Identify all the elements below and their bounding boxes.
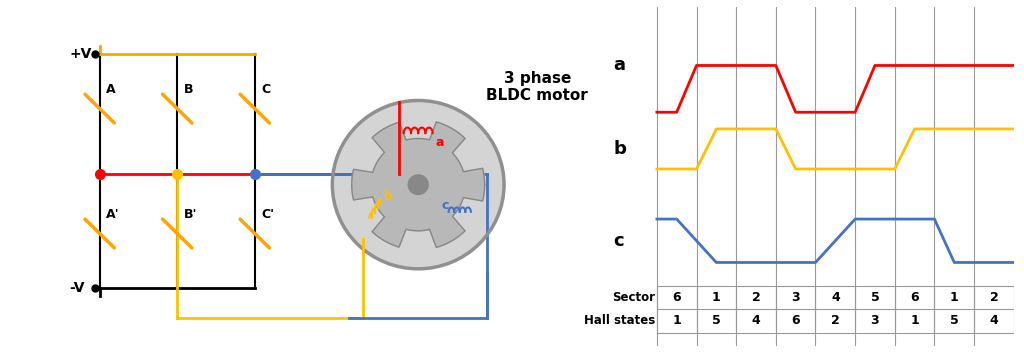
Text: 3: 3 xyxy=(792,291,800,304)
Text: C: C xyxy=(261,83,270,96)
Text: 6: 6 xyxy=(792,315,800,327)
Text: 5: 5 xyxy=(950,315,958,327)
Text: 2: 2 xyxy=(989,291,998,304)
Text: 6: 6 xyxy=(910,291,919,304)
Text: 1: 1 xyxy=(673,315,681,327)
Text: Sector: Sector xyxy=(612,291,655,304)
Polygon shape xyxy=(351,122,484,247)
Text: c: c xyxy=(441,199,449,212)
Text: b: b xyxy=(613,140,626,158)
Text: 3 phase
BLDC motor: 3 phase BLDC motor xyxy=(486,71,588,103)
Text: 4: 4 xyxy=(752,315,761,327)
Text: A': A' xyxy=(106,208,120,221)
Text: 3: 3 xyxy=(870,315,880,327)
Text: B': B' xyxy=(184,208,198,221)
Text: b: b xyxy=(384,190,393,203)
Text: 4: 4 xyxy=(989,315,998,327)
Text: 6: 6 xyxy=(673,291,681,304)
Text: Hall states: Hall states xyxy=(584,315,655,327)
Text: a: a xyxy=(613,56,626,74)
Text: 2: 2 xyxy=(752,291,761,304)
Text: a: a xyxy=(436,136,444,149)
Text: c: c xyxy=(613,232,624,250)
Text: 2: 2 xyxy=(830,315,840,327)
Text: 1: 1 xyxy=(712,291,721,304)
Circle shape xyxy=(333,101,504,269)
Text: 1: 1 xyxy=(910,315,919,327)
Text: 1: 1 xyxy=(950,291,958,304)
Text: 4: 4 xyxy=(830,291,840,304)
Text: B: B xyxy=(184,83,194,96)
Text: C': C' xyxy=(261,208,274,221)
Text: -V: -V xyxy=(70,281,85,295)
Circle shape xyxy=(409,175,428,195)
Text: +V: +V xyxy=(70,47,91,61)
Text: A: A xyxy=(106,83,116,96)
Text: 5: 5 xyxy=(870,291,880,304)
Text: 5: 5 xyxy=(712,315,721,327)
